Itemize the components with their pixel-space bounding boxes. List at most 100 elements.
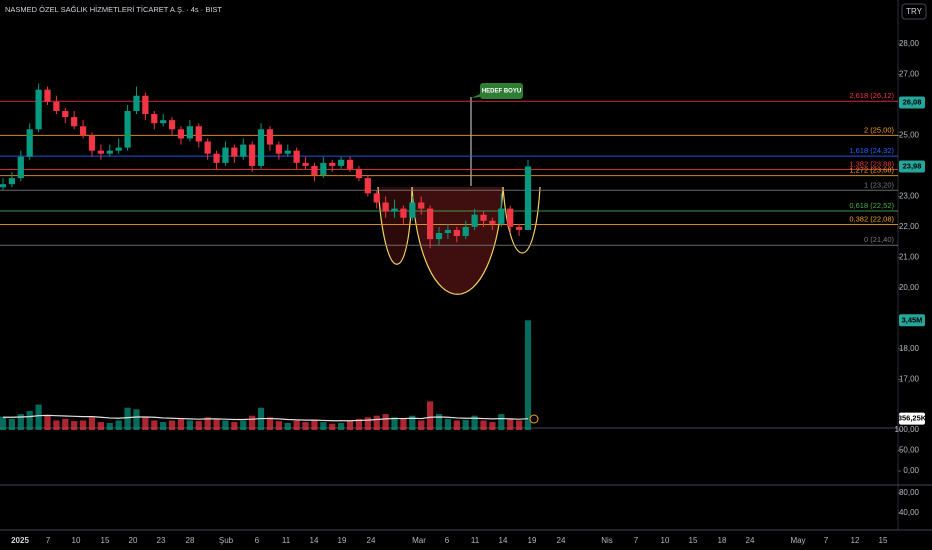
- volume-bar: [17, 414, 24, 430]
- candle-body: [115, 147, 122, 151]
- volume-tag: 3,45M: [902, 315, 923, 324]
- volume-bar: [382, 414, 389, 430]
- volume-bar: [364, 417, 371, 430]
- volume-bar: [115, 420, 122, 430]
- candle-body: [35, 89, 42, 130]
- fib-label: 0 (21,40): [864, 235, 895, 244]
- candle-body: [471, 214, 478, 227]
- candle-body: [355, 168, 363, 179]
- x-tick-label: 23: [157, 536, 166, 545]
- candle-body: [213, 153, 220, 163]
- fib-label: 0,618 (22,52): [849, 201, 894, 210]
- volume-bar: [435, 414, 443, 430]
- volume-bar: [400, 418, 407, 430]
- x-tick-label: 14: [499, 536, 508, 545]
- y-tick-label: 20,00: [899, 283, 920, 292]
- candle-body: [524, 166, 532, 230]
- current-price-tag: 23,98: [903, 161, 922, 170]
- candle-body: [302, 162, 309, 166]
- high-price-tag-box: [899, 96, 925, 109]
- volume-bar: [195, 421, 202, 430]
- y-tick-label: 22,00: [899, 222, 920, 231]
- candle-body: [79, 126, 87, 136]
- x-tick-label: 7: [634, 536, 639, 545]
- x-tick-label: 15: [879, 536, 888, 545]
- volume-bar: [35, 404, 42, 430]
- cup-fill: [412, 187, 503, 295]
- candle-body: [515, 226, 523, 230]
- x-tick-label: 2025: [11, 536, 29, 545]
- volume-bar: [168, 420, 176, 430]
- volume-ma-tag-box: [899, 412, 925, 425]
- candle-body: [320, 162, 327, 176]
- volume-bar: [373, 415, 380, 430]
- x-tick-label: 24: [746, 536, 755, 545]
- volume-bar: [142, 417, 149, 430]
- volume-bar: [471, 415, 478, 430]
- candle-body: [266, 129, 274, 145]
- volume-bar: [266, 417, 274, 430]
- x-tick-label: 28: [186, 536, 195, 545]
- annotation-pointer: [471, 94, 480, 98]
- x-tick-label: 10: [72, 536, 81, 545]
- volume-bar: [311, 420, 318, 430]
- x-tick-label: 24: [557, 536, 566, 545]
- candle-body: [160, 120, 167, 124]
- volume-bar: [302, 422, 309, 430]
- volume-bar: [213, 418, 220, 430]
- x-tick-label: Nis: [601, 536, 613, 545]
- volume-bar: [489, 422, 496, 430]
- volume-bar: [26, 410, 33, 430]
- candle-body: [71, 117, 78, 127]
- candle-body: [124, 111, 131, 148]
- volume-bar: [177, 418, 185, 430]
- candle-body: [106, 150, 113, 154]
- volume-bar: [453, 420, 460, 430]
- candle-body: [329, 162, 336, 166]
- candle-body: [444, 229, 452, 233]
- candle-body: [418, 202, 425, 209]
- candle-body: [427, 208, 434, 240]
- candle-body: [453, 229, 460, 237]
- handle-curve: [377, 186, 413, 265]
- candle-body: [346, 159, 354, 169]
- candle-body: [151, 114, 158, 124]
- currency-button-frame[interactable]: [901, 3, 927, 20]
- volume-bar: [186, 420, 193, 430]
- y-tick-label: 23,00: [899, 192, 920, 201]
- candle-body: [435, 232, 443, 240]
- candle-body: [293, 150, 300, 163]
- y-tick-label: 17,00: [899, 374, 920, 383]
- x-tick-label: 19: [528, 536, 537, 545]
- candle-body: [284, 150, 291, 154]
- volume-bar: [418, 420, 425, 430]
- volume-bar: [97, 422, 104, 430]
- currency-button[interactable]: TRY: [906, 7, 923, 16]
- volume-ma: [3, 414, 529, 422]
- candle-body: [0, 184, 7, 188]
- volume-bar: [88, 417, 96, 430]
- x-tick-label: 11: [471, 536, 480, 545]
- candle-body: [222, 147, 229, 163]
- volume-bar: [44, 415, 51, 430]
- volume-bar: [329, 423, 336, 430]
- candle-body: [204, 141, 211, 154]
- y-tick-label: 0,00: [903, 466, 919, 475]
- volume-bar: [249, 415, 256, 430]
- volume-bar: [240, 420, 247, 430]
- volume-bar: [409, 415, 416, 430]
- candle-body: [44, 89, 51, 102]
- volume-bar: [124, 407, 131, 430]
- volume-bar: [391, 417, 398, 430]
- annotation-box: [480, 83, 523, 99]
- candle-body: [373, 193, 380, 203]
- annotation: HEDEF BOYU: [482, 89, 521, 95]
- candle-body: [186, 126, 193, 139]
- candle-body: [311, 165, 318, 176]
- x-tick-label: 19: [338, 536, 347, 545]
- candle-body: [409, 202, 416, 218]
- candle-body: [480, 214, 487, 221]
- candle-body: [17, 156, 24, 179]
